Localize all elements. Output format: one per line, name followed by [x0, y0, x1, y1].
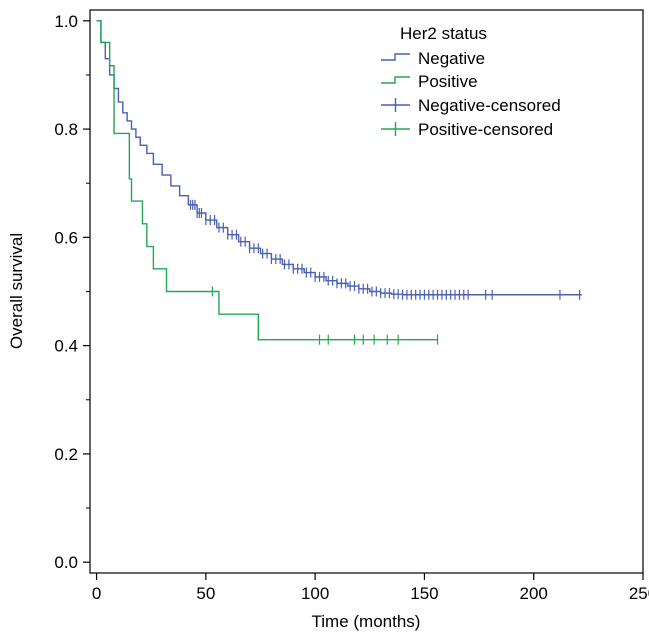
x-tick-label: 50 [196, 584, 215, 603]
legend-swatch-step [381, 53, 410, 61]
legend: Her2 status Negative Positive Negative-cen… [381, 24, 561, 139]
y-tick-label: 0.4 [54, 337, 78, 356]
series-line-positive [96, 20, 438, 341]
series-line-negative [96, 20, 582, 296]
y-tick-label: 0.0 [54, 553, 78, 572]
legend-label: Positive [418, 72, 478, 91]
x-axis: 0 50 100 150 200 250 [92, 573, 649, 603]
y-tick-label: 1.0 [54, 12, 78, 31]
x-tick-label: 0 [92, 584, 101, 603]
x-tick-label: 250 [629, 584, 649, 603]
y-tick-label: 0.2 [54, 445, 78, 464]
y-axis: 0.0 0.2 0.4 0.6 0.8 1.0 [54, 12, 90, 572]
x-tick-label: 100 [301, 584, 329, 603]
legend-label: Positive-censored [418, 120, 553, 139]
legend-label: Negative [418, 49, 485, 68]
legend-title: Her2 status [400, 24, 487, 43]
y-tick-label: 0.8 [54, 120, 78, 139]
y-tick-label: 0.6 [54, 228, 78, 247]
x-tick-label: 150 [410, 584, 438, 603]
x-tick-label: 200 [520, 584, 548, 603]
x-axis-title: Time (months) [312, 612, 421, 631]
y-axis-title: Overall survival [7, 233, 26, 349]
legend-label: Negative-censored [418, 96, 561, 115]
series-layer [96, 20, 582, 345]
legend-swatch-step [381, 76, 410, 84]
